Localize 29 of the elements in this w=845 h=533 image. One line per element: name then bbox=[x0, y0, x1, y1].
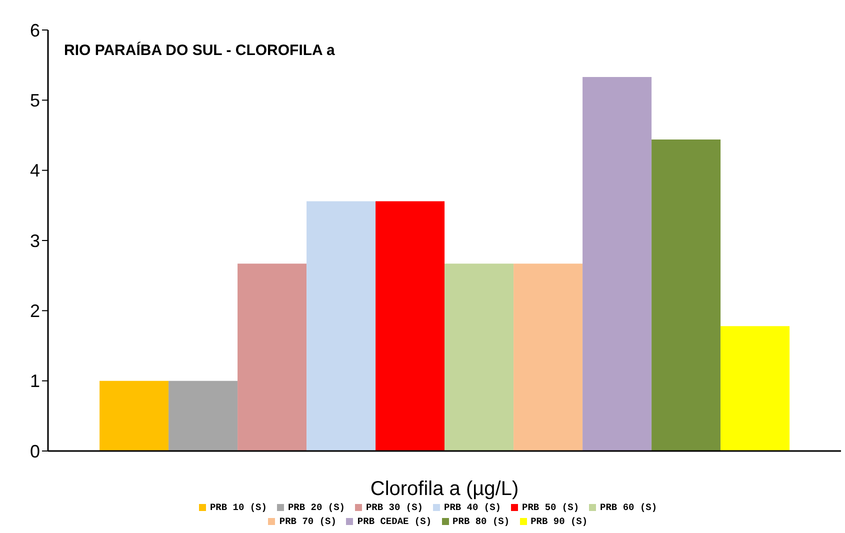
legend-label: PRB 60 (S) bbox=[600, 502, 658, 513]
legend-label: PRB 50 (S) bbox=[522, 502, 580, 513]
y-tick-label: 3 bbox=[30, 230, 40, 251]
x-axis-title: Clorofila a (µg/L) bbox=[370, 478, 519, 500]
bar bbox=[100, 380, 169, 451]
legend-label: PRB 20 (S) bbox=[288, 502, 345, 513]
bar bbox=[306, 201, 376, 451]
bar bbox=[376, 201, 445, 451]
y-tick-label: 0 bbox=[30, 441, 40, 462]
bar bbox=[720, 326, 790, 451]
y-tick-label: 6 bbox=[30, 20, 40, 40]
bar bbox=[582, 77, 652, 451]
y-tick-label: 1 bbox=[30, 371, 40, 392]
bar bbox=[652, 139, 721, 451]
bar bbox=[168, 380, 238, 451]
text: RIO PARAÍBA DO SUL - CLOROFILA a bbox=[64, 42, 335, 59]
legend-label: PRB CEDAE (S) bbox=[357, 516, 432, 527]
bar bbox=[238, 264, 307, 451]
legend-label: PRB 70 (S) bbox=[279, 516, 336, 527]
legend-label: PRB 40 (S) bbox=[444, 502, 502, 513]
legend-label: PRB 80 (S) bbox=[452, 516, 510, 527]
legend-label: PRB 10 (S) bbox=[210, 502, 267, 513]
y-tick-label: 4 bbox=[30, 160, 40, 181]
bar bbox=[444, 264, 514, 451]
bar bbox=[514, 264, 583, 451]
y-tick-label: 2 bbox=[30, 301, 40, 322]
y-tick-label: 5 bbox=[30, 90, 40, 111]
legend-label: PRB 90 (S) bbox=[530, 516, 588, 527]
legend-label: PRB 30 (S) bbox=[366, 502, 423, 513]
